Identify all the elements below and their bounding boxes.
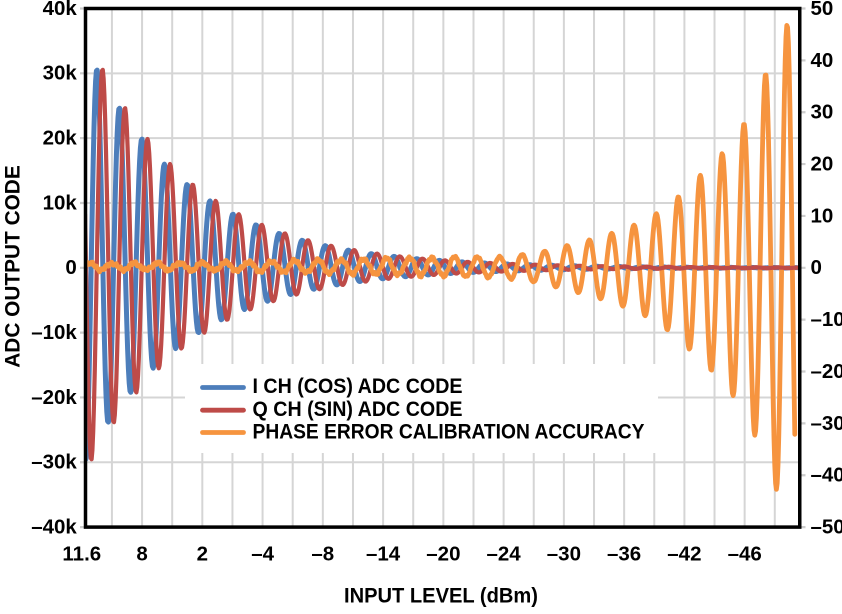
- svg-text:40k: 40k: [43, 0, 78, 20]
- svg-text:20: 20: [811, 153, 834, 176]
- svg-text:PHASE ERROR CALIBRATION ACCURA: PHASE ERROR CALIBRATION ACCURACY: [253, 420, 645, 443]
- svg-text:–50: –50: [811, 516, 842, 539]
- svg-text:30: 30: [811, 101, 834, 124]
- svg-text:50: 50: [811, 0, 834, 20]
- svg-text:–20: –20: [426, 543, 460, 566]
- svg-text:–30: –30: [547, 543, 581, 566]
- svg-text:ADC OUTPUT CODE: ADC OUTPUT CODE: [2, 165, 25, 368]
- svg-text:–36: –36: [607, 543, 641, 566]
- svg-text:–4: –4: [251, 543, 274, 566]
- svg-text:–8: –8: [311, 543, 334, 566]
- svg-text:10k: 10k: [43, 191, 78, 214]
- svg-text:–10: –10: [811, 308, 842, 331]
- svg-text:–40: –40: [811, 464, 842, 487]
- svg-text:40: 40: [811, 49, 834, 72]
- svg-text:20k: 20k: [43, 127, 78, 150]
- svg-text:–20: –20: [811, 360, 842, 383]
- svg-text:–14: –14: [366, 543, 401, 566]
- svg-text:–24: –24: [486, 543, 521, 566]
- svg-text:30k: 30k: [43, 62, 78, 85]
- svg-text:–30k: –30k: [31, 451, 77, 474]
- svg-text:0: 0: [65, 256, 76, 279]
- svg-text:0: 0: [811, 256, 822, 279]
- svg-text:11.6: 11.6: [62, 543, 101, 566]
- svg-text:2: 2: [197, 543, 208, 566]
- svg-text:INPUT LEVEL (dBm): INPUT LEVEL (dBm): [344, 585, 538, 608]
- svg-text:–46: –46: [728, 543, 762, 566]
- svg-text:8: 8: [136, 543, 147, 566]
- svg-text:–10k: –10k: [31, 321, 77, 344]
- svg-text:I CH (COS) ADC CODE: I CH (COS) ADC CODE: [253, 375, 463, 398]
- svg-text:–30: –30: [811, 412, 842, 435]
- svg-text:–42: –42: [667, 543, 701, 566]
- svg-text:Q CH (SIN) ADC CODE: Q CH (SIN) ADC CODE: [253, 398, 463, 421]
- svg-text:10: 10: [811, 204, 834, 227]
- svg-text:–20k: –20k: [31, 386, 77, 409]
- svg-text:–40k: –40k: [31, 516, 77, 539]
